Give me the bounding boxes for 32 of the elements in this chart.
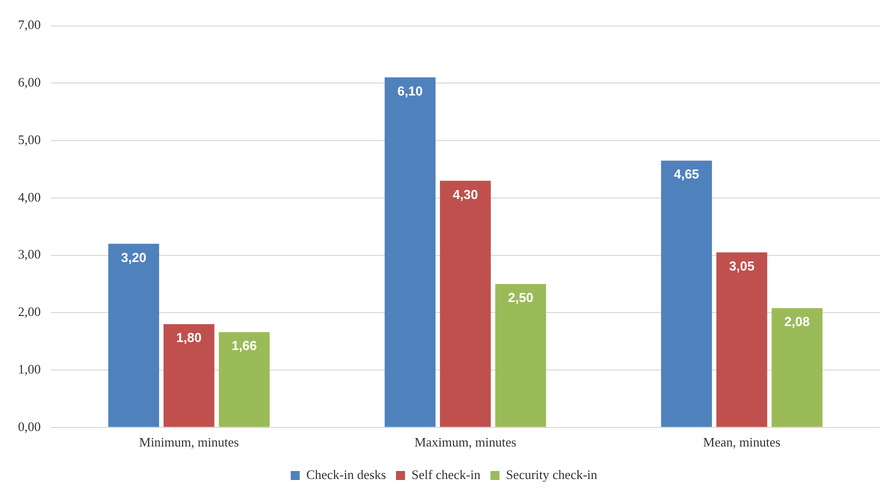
y-tick-label: 6,00 <box>18 74 41 90</box>
data-label: 2,08 <box>784 314 810 330</box>
bar <box>108 244 160 427</box>
bar <box>440 180 491 427</box>
data-label: 4,65 <box>674 166 700 182</box>
x-tick-label: Minimum, minutes <box>139 434 239 450</box>
bar <box>716 252 768 427</box>
legend-label: Security check-in <box>506 466 598 482</box>
bar <box>384 77 436 427</box>
data-label: 1,66 <box>232 338 257 354</box>
legend-label: Check-in desks <box>306 466 386 482</box>
x-tick-label: Mean, minutes <box>703 434 780 450</box>
y-tick-label: 3,00 <box>18 246 41 262</box>
bar <box>164 324 214 427</box>
bar <box>218 332 270 427</box>
y-tick-label: 4,00 <box>18 189 41 204</box>
bar <box>661 160 712 427</box>
y-tick-label: 7,00 <box>18 17 41 32</box>
y-tick-label: 5,00 <box>18 132 41 147</box>
legend-label: Self check-in <box>412 466 481 482</box>
y-tick-label: 2,00 <box>18 304 41 320</box>
bar <box>772 308 823 427</box>
bar <box>495 284 546 427</box>
data-label: 6,10 <box>397 84 423 99</box>
data-label: 3,05 <box>729 258 754 274</box>
x-tick-label: Maximum, minutes <box>414 434 516 450</box>
data-label: 3,20 <box>121 250 146 265</box>
y-tick-label: 1,00 <box>18 361 41 376</box>
data-label: 2,50 <box>508 290 534 306</box>
data-label: 4,30 <box>452 186 478 202</box>
data-label: 1,80 <box>176 330 202 346</box>
y-tick-label: 0,00 <box>18 418 41 434</box>
